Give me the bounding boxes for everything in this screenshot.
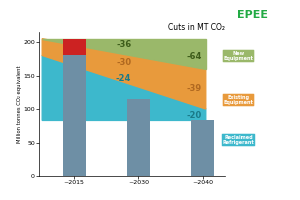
Bar (191, 120, 214, 176)
Text: Cuts in MT CO₂: Cuts in MT CO₂ (168, 23, 225, 32)
Polygon shape (42, 39, 206, 109)
Polygon shape (42, 39, 206, 69)
Text: -24: -24 (116, 74, 131, 83)
Text: -64: -64 (187, 52, 202, 61)
Text: -30: -30 (116, 58, 131, 67)
Text: Reclaimed
Refrigerant: Reclaimed Refrigerant (223, 135, 254, 145)
Bar (127, 99, 150, 176)
Text: -39: -39 (187, 84, 202, 93)
Bar (63, 55, 86, 176)
Y-axis label: Million tonnes CO₂ equivalent: Million tonnes CO₂ equivalent (17, 65, 22, 143)
Polygon shape (42, 55, 206, 120)
Bar (63, 39, 86, 55)
Text: Existing
Equipment: Existing Equipment (224, 95, 254, 105)
Text: EPEE: EPEE (236, 10, 268, 20)
Text: -36: -36 (116, 40, 131, 49)
Text: -20: -20 (187, 111, 202, 120)
Text: New
Equipment: New Equipment (224, 51, 254, 61)
